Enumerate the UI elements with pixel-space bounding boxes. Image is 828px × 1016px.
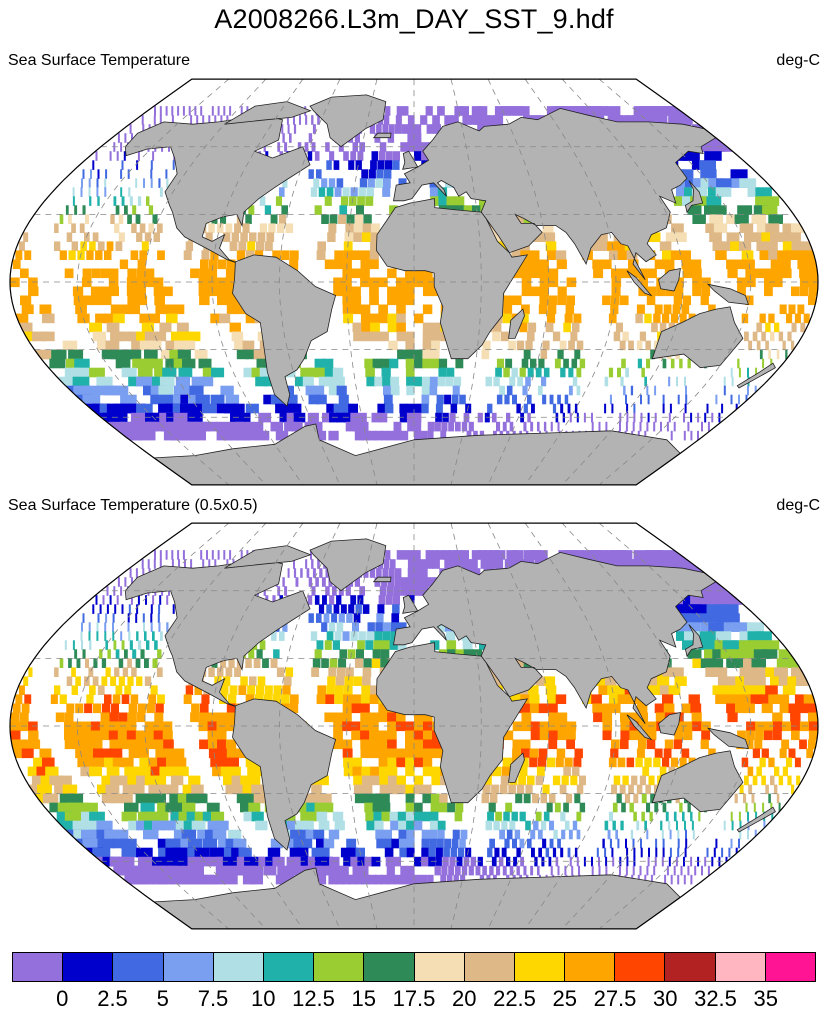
colorbar-swatch xyxy=(163,953,214,981)
map-outline xyxy=(9,78,819,486)
colorbar-tick-label: 10 xyxy=(251,986,276,1011)
landmass-iceland xyxy=(372,576,392,583)
map-outline xyxy=(9,522,819,930)
colorbar-tick-label: 35 xyxy=(753,986,778,1011)
colorbar-swatch xyxy=(314,953,365,981)
landmass-eurasia xyxy=(393,551,717,724)
landmass-uk xyxy=(402,150,419,170)
landmass-australia xyxy=(651,306,744,369)
colorbar-tick-label: 12.5 xyxy=(292,986,335,1011)
panel2-title: Sea Surface Temperature (0.5x0.5) xyxy=(8,497,258,514)
landmass-south-america xyxy=(232,254,337,407)
colorbar-tick-label: 15 xyxy=(351,986,376,1011)
colorbar xyxy=(12,952,816,982)
panel1-title: Sea Surface Temperature xyxy=(8,52,191,69)
landmass-south-america xyxy=(232,698,337,851)
colorbar-tick-label: 25 xyxy=(552,986,577,1011)
colorbar-tick-label: 17.5 xyxy=(392,986,436,1011)
landmass-madagascar xyxy=(508,308,525,339)
landmass-arctic-islands xyxy=(224,545,312,569)
landmass-sumatra xyxy=(626,270,653,297)
landmass-arctic-islands xyxy=(224,101,312,125)
landmass-new-zealand xyxy=(736,806,776,833)
landmass-borneo xyxy=(658,711,681,736)
colorbar-tick-label: 30 xyxy=(653,986,678,1011)
panel2-map xyxy=(8,518,820,934)
colorbar-swatch xyxy=(13,953,64,981)
landmass-new-zealand xyxy=(736,362,776,389)
landmass-borneo xyxy=(658,267,681,292)
landmass-sumatra xyxy=(626,714,653,741)
sst-map-panel1 xyxy=(9,78,819,486)
colorbar-swatch xyxy=(63,953,114,981)
landmass-new-guinea xyxy=(706,283,749,305)
landmass-madagascar xyxy=(508,752,525,783)
landmass-greenland xyxy=(309,94,387,148)
landmass-eurasia xyxy=(393,107,717,280)
landmass-japan xyxy=(684,180,704,214)
panel2-units: deg-C xyxy=(776,497,820,514)
figure-title: A2008266.L3m_DAY_SST_9.hdf xyxy=(214,4,614,34)
colorbar-swatch xyxy=(615,953,666,981)
landmass-north-america xyxy=(124,114,311,265)
colorbar-swatch xyxy=(715,953,766,981)
colorbar-tick-label: 27.5 xyxy=(593,986,637,1011)
colorbar-tick-label: 20 xyxy=(452,986,477,1011)
graticule xyxy=(10,523,818,929)
landmass-iceland xyxy=(372,132,392,139)
colorbar-tick-label: 7.5 xyxy=(197,986,229,1011)
colorbar-swatch xyxy=(364,953,415,981)
panel1-units: deg-C xyxy=(776,52,820,69)
colorbar-swatch xyxy=(765,953,815,981)
landmass-japan xyxy=(684,624,704,658)
colorbar-tick-label: 32.5 xyxy=(694,986,737,1011)
landmass-australia xyxy=(651,750,744,813)
colorbar-ticks: 0 2.5 5 7.5 10 12.5 15 17.5 20 22.5 25 27.5 30 32.5 35 xyxy=(12,986,816,1014)
colorbar-swatch xyxy=(414,953,465,981)
colorbar-swatch xyxy=(665,953,716,981)
landmass-new-guinea xyxy=(706,727,749,749)
sst-map-panel2 xyxy=(9,522,819,930)
colorbar-swatch xyxy=(113,953,164,981)
colorbar-tick-label: 5 xyxy=(156,986,169,1011)
colorbar-tick-label: 22.5 xyxy=(493,986,536,1011)
landmass-uk xyxy=(402,594,419,614)
landmass-north-america xyxy=(124,558,311,709)
colorbar-tick-label: 2.5 xyxy=(97,986,128,1011)
landmass-greenland xyxy=(309,538,387,592)
colorbar-swatch xyxy=(213,953,264,981)
colorbar-swatch xyxy=(565,953,616,981)
colorbar-swatch xyxy=(263,953,315,981)
graticule xyxy=(10,79,818,485)
colorbar-swatch xyxy=(464,953,515,981)
colorbar-tick-label: 0 xyxy=(56,986,69,1011)
panel1-map xyxy=(8,74,820,490)
colorbar-swatch xyxy=(514,953,566,981)
